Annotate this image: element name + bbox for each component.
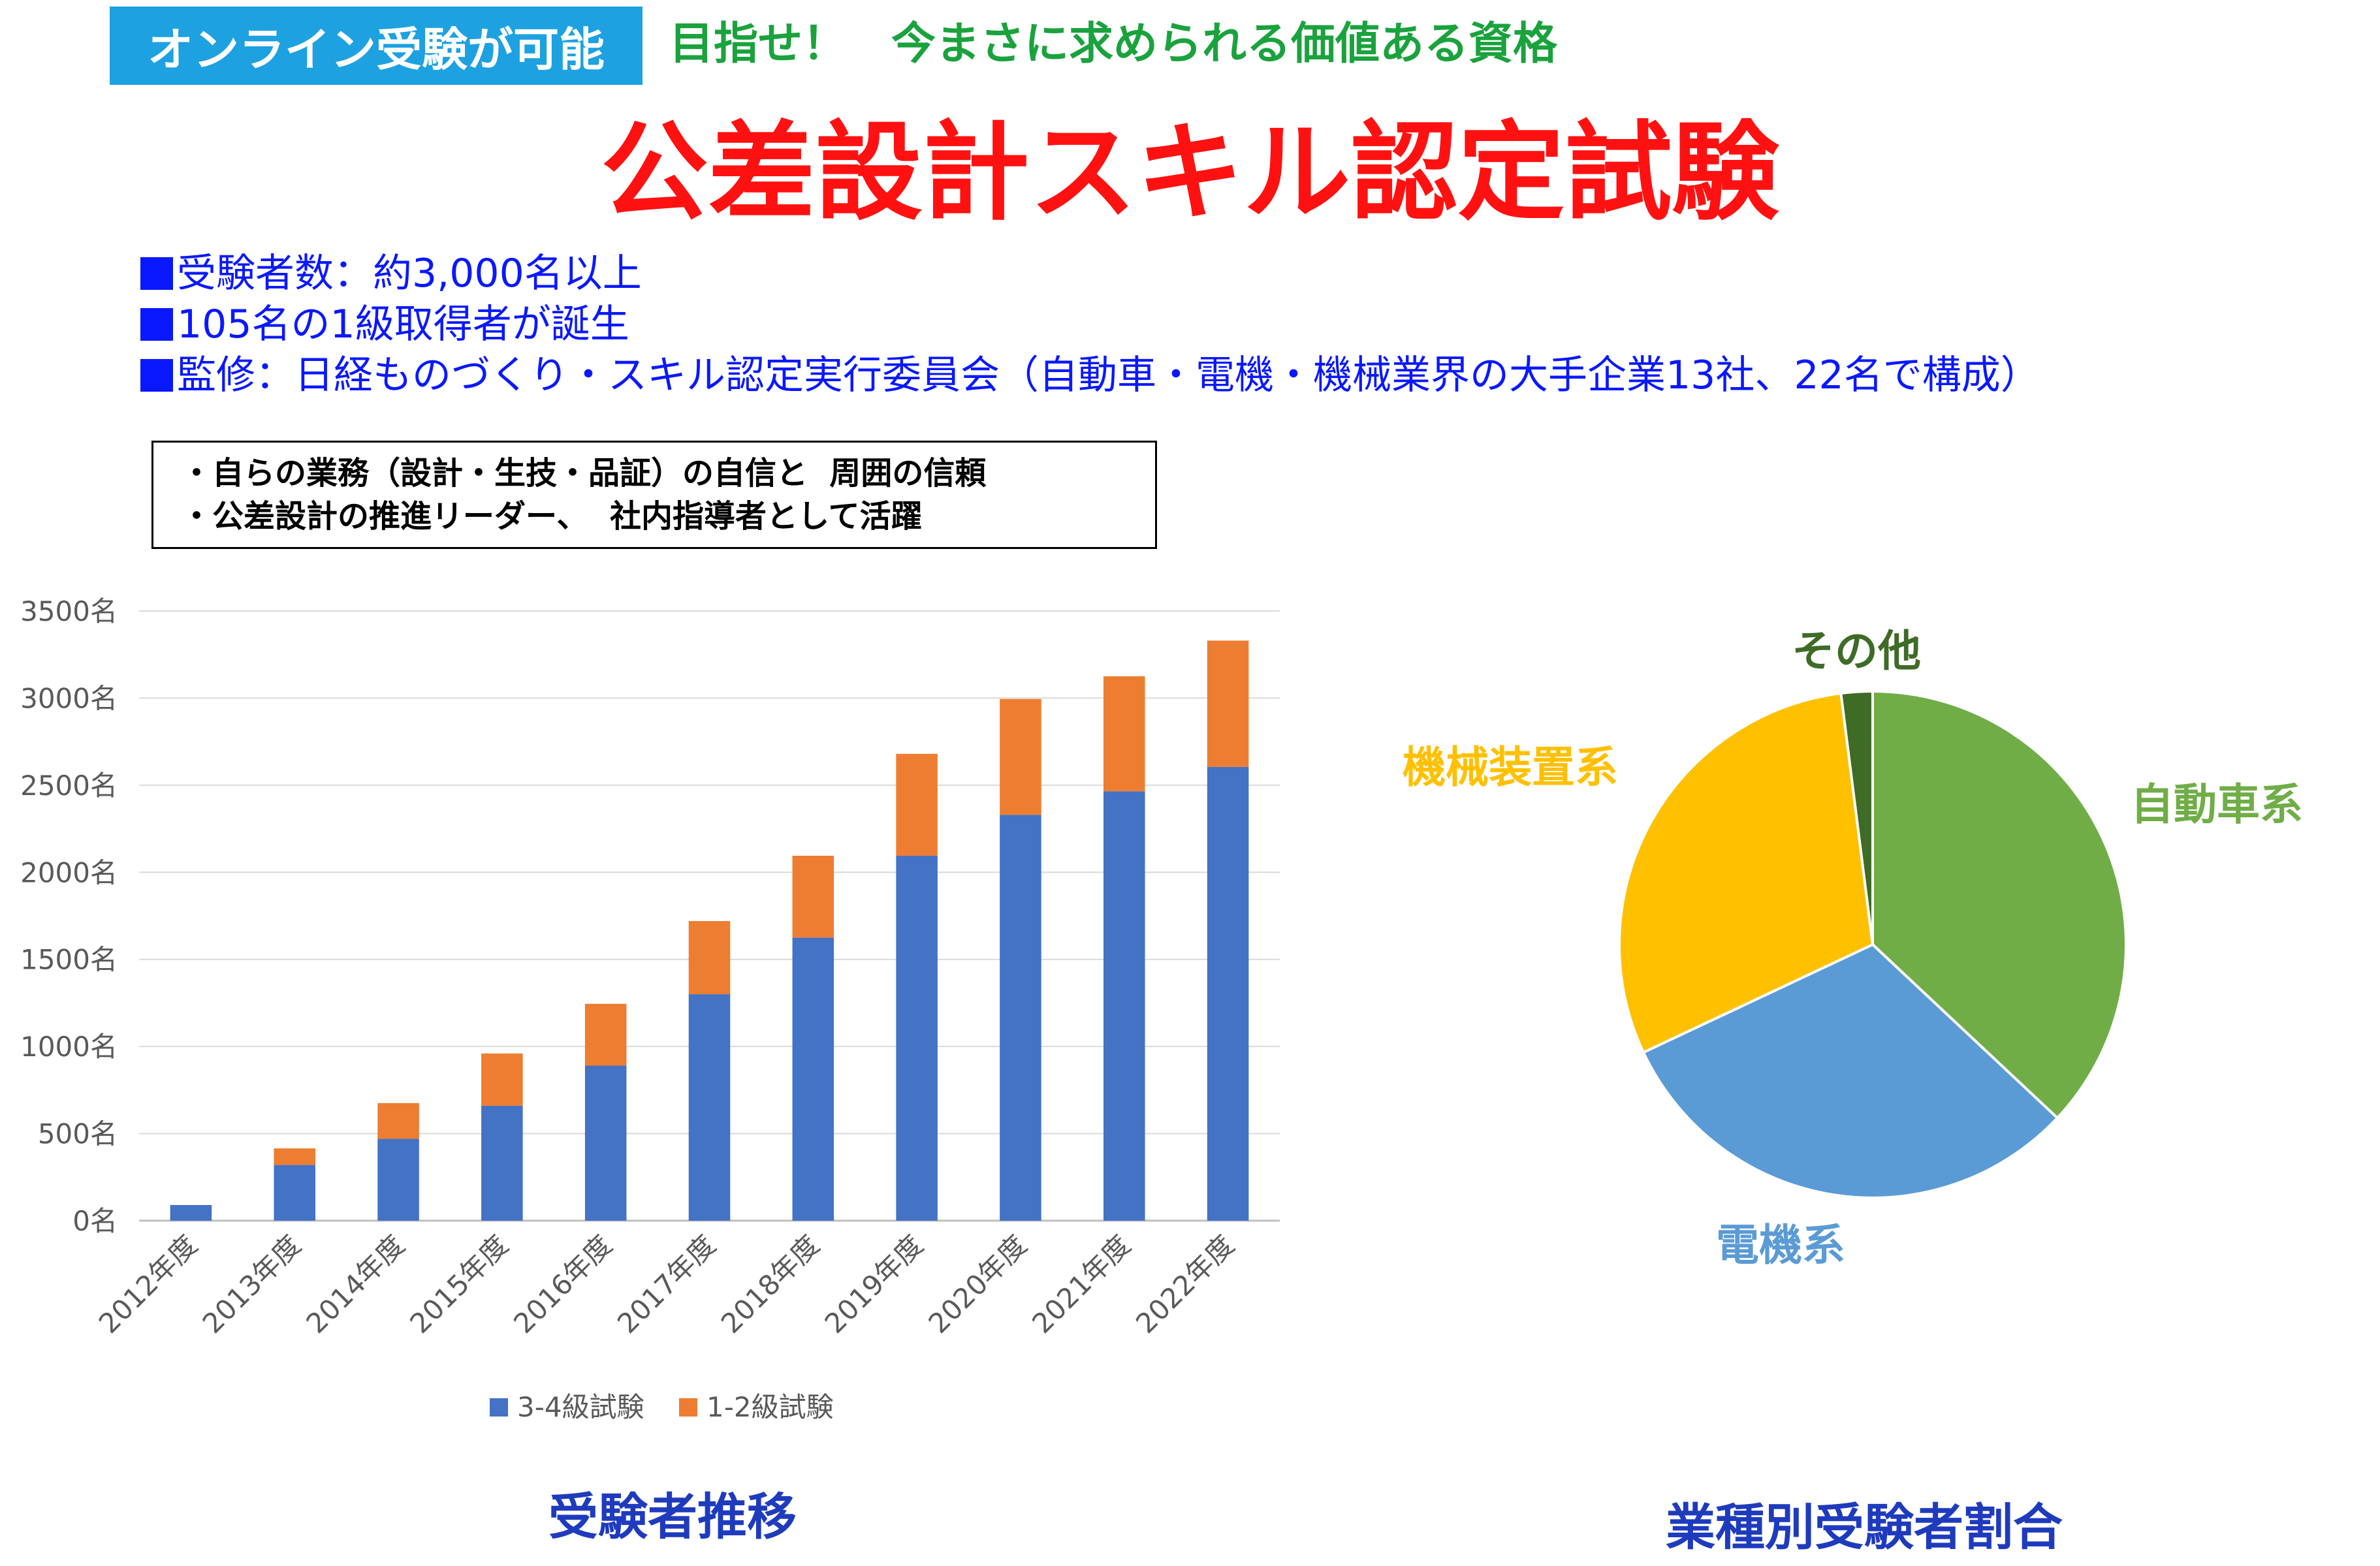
bullet-square-icon: [140, 257, 173, 290]
bar-segment-level3-4: [584, 1065, 627, 1221]
bullet-square-icon: [140, 359, 173, 392]
legend-label: 1-2級試験: [706, 1391, 834, 1423]
x-tick-label: 2017年度: [611, 1229, 722, 1339]
info-examinees-text: 受験者数：約3,000名以上: [177, 251, 642, 296]
x-tick-label: 2018年度: [715, 1229, 826, 1339]
bar-segment-level1-2: [377, 1103, 419, 1139]
y-tick-label: 1000名: [20, 1031, 118, 1063]
info-level1-text: 105名の1級取得者が誕生: [177, 302, 629, 347]
benefit-line-2: ・公差設計の推進リーダー、 社内指導者として活躍: [181, 498, 923, 535]
bar-segment-level3-4: [792, 937, 834, 1221]
bar-segment-level3-4: [896, 855, 938, 1221]
x-tick-label: 2015年度: [404, 1229, 515, 1339]
examinees-bar-chart: 0名 500名 1000名 1500名 2000名 2500名 3000名 3500名 2012…: [20, 595, 1280, 1423]
tagline: 目指せ！ 今まさに求められる価値ある資格: [669, 18, 1558, 70]
pie-slice-machinery: [1618, 691, 1875, 1054]
y-tick-label: 2000名: [20, 856, 118, 888]
bar-segment-level1-2: [896, 753, 938, 856]
benefits-callout: ・自らの業務（設計・生技・品証）の自信と 周囲の信頼 ・公差設計の推進リーダー、…: [151, 441, 1157, 549]
y-tick-label: 3000名: [20, 682, 118, 714]
online-exam-badge: オンライン受験が可能: [110, 7, 643, 85]
page-title: 公差設計スキル認定試験: [601, 110, 1779, 235]
x-tick-label: 2016年度: [507, 1229, 618, 1339]
x-tick-label: 2013年度: [197, 1229, 308, 1339]
legend-label: 3-4級試験: [517, 1391, 644, 1423]
pie-chart-caption: 業種別受験者割合: [1666, 1498, 2063, 1556]
pie-slice-electrical: [1642, 943, 2059, 1199]
benefit-line-1: ・自らの業務（設計・生技・品証）の自信と 周囲の信頼: [181, 455, 987, 492]
pie-slice-automotive: [1871, 689, 2127, 1120]
bar-segment-level1-2: [1000, 698, 1041, 815]
bar-segment-level1-2: [584, 1003, 627, 1066]
bar-segment-level1-2: [688, 921, 731, 995]
bar-chart-caption: 受験者推移: [548, 1488, 797, 1546]
bullet-square-icon: [140, 308, 173, 341]
y-tick-label: 1500名: [20, 944, 118, 976]
pie-label-machinery: 機械装置系: [1403, 742, 1618, 792]
bar-segment-level3-4: [170, 1204, 212, 1221]
pie-label-electrical: 電機系: [1716, 1220, 1845, 1270]
x-tick-label: 2022年度: [1130, 1229, 1241, 1339]
bar-segment-level3-4: [274, 1165, 315, 1221]
bar-segment-level3-4: [688, 994, 731, 1221]
x-tick-label: 2019年度: [819, 1229, 930, 1339]
y-tick-label: 2500名: [20, 770, 118, 802]
info-supervision: 監修：日経ものづくり・スキル認定実行委員会（自動車・電機・機械業界の大手企業13…: [140, 351, 2040, 400]
pie-slice-other: [1839, 689, 1874, 945]
bar-segment-level1-2: [274, 1148, 315, 1165]
bar-segment-level1-2: [1103, 676, 1145, 792]
pie-label-automotive: 自動車系: [2131, 779, 2303, 830]
bar-segment-level3-4: [1000, 815, 1041, 1221]
x-tick-label: 2014年度: [300, 1229, 411, 1339]
bar-segment-level3-4: [481, 1105, 523, 1221]
y-tick-label: 0名: [72, 1205, 118, 1237]
info-level1: 105名の1級取得者が誕生: [140, 300, 629, 349]
legend-swatch-level3-4: [490, 1398, 508, 1417]
x-tick-label: 2012年度: [93, 1229, 204, 1339]
pie-label-other: その他: [1792, 626, 1921, 676]
bar-segment-level1-2: [792, 855, 834, 938]
bar-segment-level3-4: [1207, 766, 1249, 1221]
info-examinees: 受験者数：約3,000名以上: [140, 249, 642, 298]
bar-segment-level3-4: [1103, 791, 1145, 1221]
bar-segment-level3-4: [377, 1138, 419, 1221]
y-tick-label: 3500名: [20, 595, 118, 627]
legend-swatch-level1-2: [679, 1398, 697, 1417]
info-supervision-text: 監修：日経ものづくり・スキル認定実行委員会（自動車・電機・機械業界の大手企業13…: [177, 352, 2040, 398]
x-tick-label: 2020年度: [922, 1229, 1033, 1339]
x-tick-label: 2021年度: [1026, 1229, 1137, 1339]
y-tick-label: 500名: [38, 1118, 118, 1150]
bar-segment-level1-2: [1207, 640, 1249, 767]
bar-segment-level1-2: [481, 1053, 523, 1106]
